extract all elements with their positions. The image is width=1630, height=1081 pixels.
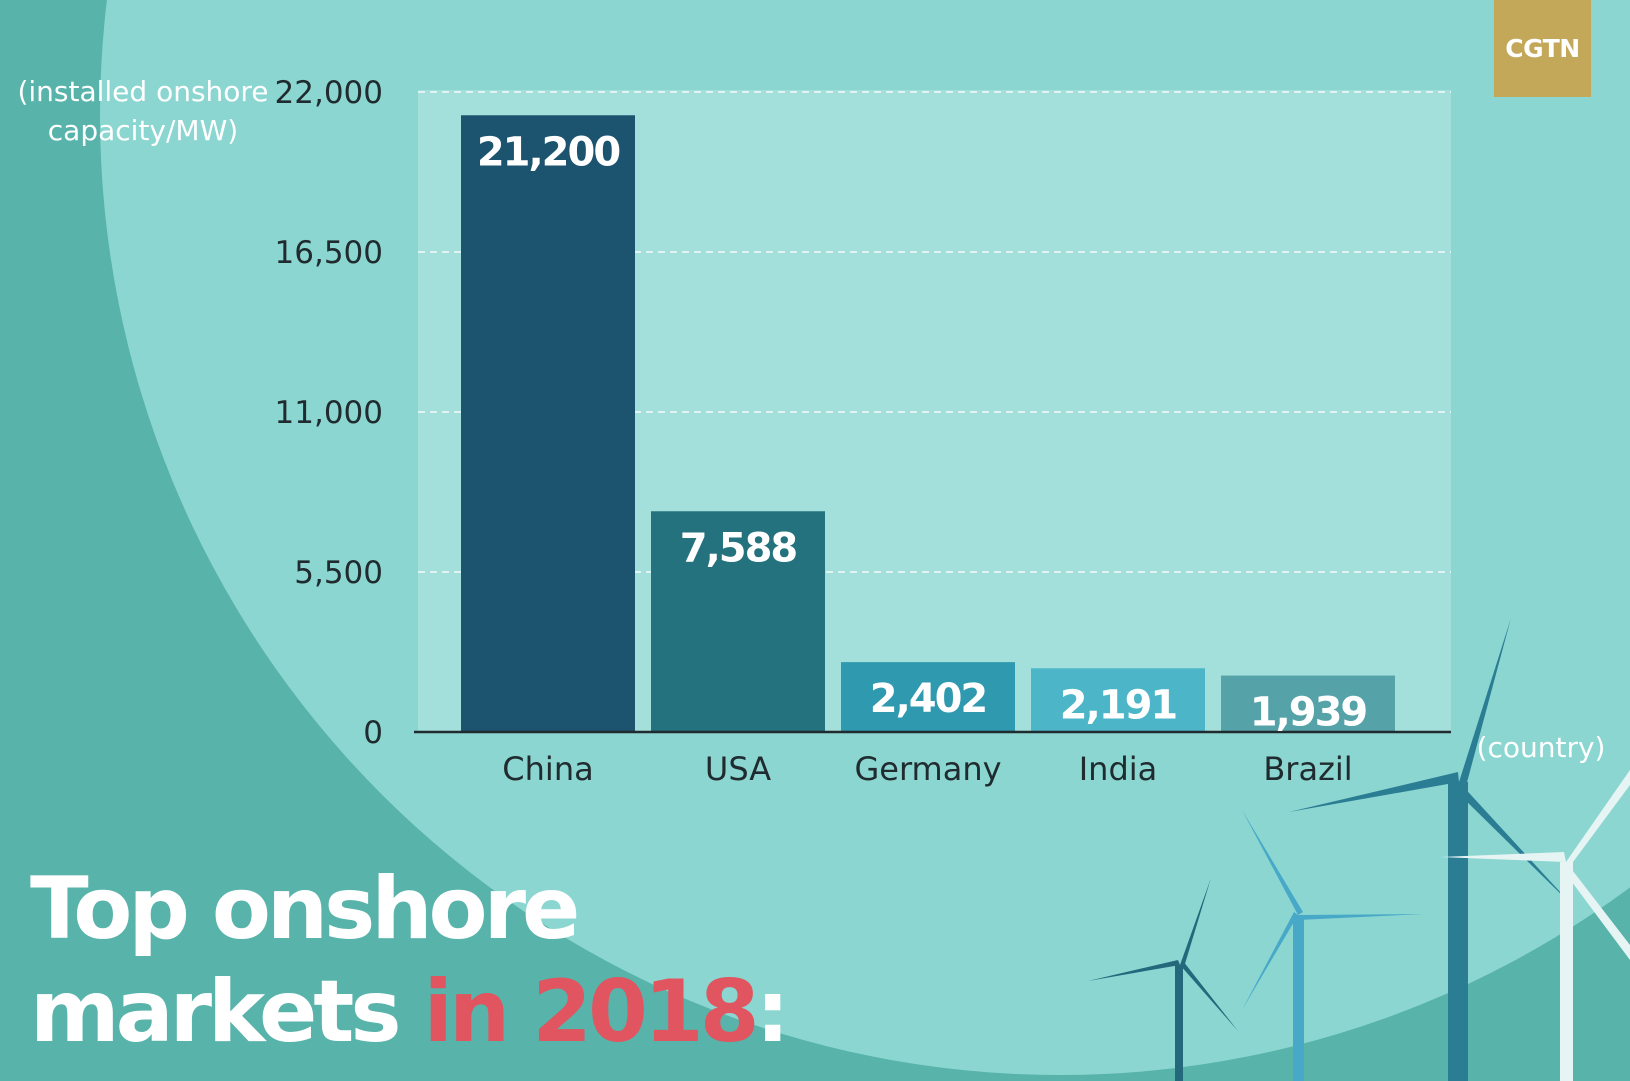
bar xyxy=(1221,675,1395,732)
bar xyxy=(461,115,635,733)
headline-colon: : xyxy=(755,962,790,1062)
bar-value-label: 7,588 xyxy=(680,525,797,571)
y-axis-label-line-2: capacity/MW) xyxy=(48,114,238,147)
bar-value-label: 21,200 xyxy=(477,129,620,175)
headline-line-1: Top onshore xyxy=(30,859,580,959)
bar xyxy=(1031,668,1205,732)
bar-value-label: 2,191 xyxy=(1060,682,1177,728)
headline-year: in 2018 xyxy=(423,962,760,1062)
wind-turbine-icon xyxy=(1088,618,1630,1081)
x-category-label: Brazil xyxy=(1263,750,1352,788)
x-axis-label: (country) xyxy=(1477,731,1606,764)
y-tick-label: 5,500 xyxy=(294,555,383,591)
bar xyxy=(651,511,825,732)
y-axis-label-line-1: (installed onshore xyxy=(17,75,268,108)
y-tick-label: 22,000 xyxy=(275,75,383,111)
headline-line-2: markets in 2018: xyxy=(30,961,790,1064)
x-category-label: Germany xyxy=(854,750,1001,788)
y-tick-label: 11,000 xyxy=(275,395,383,431)
x-axis-categories: China USA Germany India Brazil xyxy=(502,750,1352,788)
bar-value-label: 1,939 xyxy=(1250,690,1367,736)
value-labels: 21,200 7,588 2,402 2,191 1,939 xyxy=(477,129,1369,736)
bars xyxy=(461,115,1395,733)
cgtn-logo: CGTN xyxy=(1494,0,1591,97)
x-category-label: India xyxy=(1079,750,1158,788)
y-tick-label: 0 xyxy=(363,715,383,751)
y-tick-label: 16,500 xyxy=(275,235,383,271)
bar xyxy=(841,662,1015,732)
x-category-label: USA xyxy=(705,750,771,788)
bar-value-label: 2,402 xyxy=(870,676,987,722)
headline: Top onshore markets in 2018: xyxy=(30,858,790,1064)
x-category-label: China xyxy=(502,750,593,788)
headline-markets: markets xyxy=(30,962,402,1062)
y-axis-ticks: 0 5,500 11,000 16,500 22,000 xyxy=(275,75,383,751)
